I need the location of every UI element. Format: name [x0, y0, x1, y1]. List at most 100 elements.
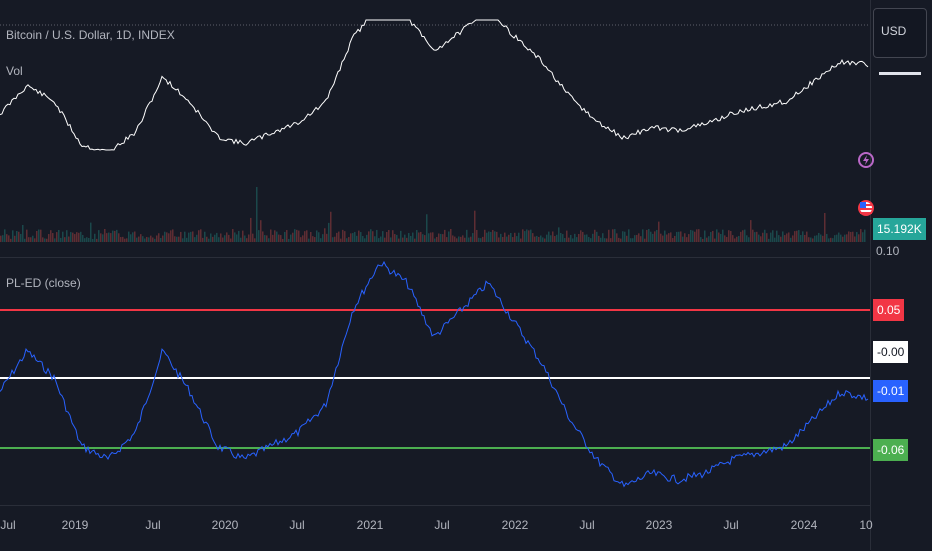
volume-bar	[96, 238, 98, 242]
volume-bar	[566, 230, 568, 242]
volume-bar	[738, 235, 740, 242]
time-tick-label: 2023	[645, 518, 673, 532]
volume-bar	[376, 229, 378, 242]
volume-bar	[580, 230, 582, 242]
volume-bar	[116, 229, 118, 242]
time-tick-label: Jul	[434, 518, 450, 532]
volume-bar	[668, 233, 670, 242]
volume-bar	[640, 236, 642, 242]
oscillator-chart[interactable]	[0, 258, 870, 505]
volume-bar	[782, 231, 784, 242]
volume-bar	[10, 238, 12, 242]
volume-bar	[218, 237, 220, 242]
volume-bar	[230, 238, 232, 242]
volume-bar	[296, 229, 298, 242]
volume-bar	[680, 231, 682, 242]
volume-bar	[106, 233, 108, 242]
volume-bar	[528, 230, 530, 242]
volume-bar	[324, 228, 326, 242]
volume-bar	[340, 238, 342, 242]
volume-bar	[216, 232, 218, 242]
volume-bar	[846, 234, 848, 242]
volume-bar	[356, 235, 358, 242]
volume-bar	[72, 232, 74, 242]
volume-bar	[150, 235, 152, 242]
volume-bar	[52, 233, 54, 242]
volume-bar	[372, 231, 374, 242]
us-flag-icon[interactable]	[858, 200, 874, 216]
volume-bar	[790, 237, 792, 242]
volume-bar	[644, 238, 646, 242]
volume-bar	[698, 229, 700, 242]
volume-value-tag: 15.192K	[873, 218, 926, 240]
volume-bar	[574, 233, 576, 242]
lightning-icon[interactable]	[858, 152, 874, 168]
volume-bar	[144, 238, 146, 242]
volume-bar	[610, 238, 612, 242]
volume-chart	[0, 187, 866, 242]
volume-bar	[540, 235, 542, 242]
volume-bar	[388, 229, 390, 242]
volume-bar	[236, 234, 238, 242]
volume-bar	[596, 231, 598, 242]
price-axis[interactable]	[870, 0, 932, 550]
volume-bar	[252, 233, 254, 242]
volume-bar	[414, 238, 416, 242]
volume-bar	[660, 233, 662, 242]
volume-bar	[290, 234, 292, 242]
volume-bar	[164, 231, 166, 242]
volume-bar	[696, 229, 698, 242]
volume-bar	[828, 238, 830, 242]
volume-bar	[822, 235, 824, 242]
price-series-line	[0, 19, 869, 151]
volume-bar	[568, 237, 570, 242]
time-axis[interactable]: Jul 2019 Jul 2020 Jul 2021 Jul 2022 Jul 2023 Jul 20…	[0, 505, 873, 551]
volume-bar	[650, 231, 652, 242]
currency-underline	[879, 72, 921, 75]
symbol-title: Bitcoin / U.S. Dollar, 1D, INDEX	[6, 28, 175, 42]
price-chart[interactable]	[0, 0, 870, 180]
volume-bar	[258, 230, 260, 242]
volume-bar	[430, 232, 432, 242]
volume-bar	[656, 229, 658, 242]
time-tick-label: Jul	[145, 518, 161, 532]
volume-bar	[8, 235, 10, 242]
volume-bar	[50, 230, 52, 242]
volume-bar	[464, 237, 466, 242]
volume-bar	[500, 233, 502, 242]
volume-bar	[490, 231, 492, 242]
volume-bar	[266, 235, 268, 242]
volume-bar	[20, 233, 22, 242]
volume-bar	[724, 235, 726, 242]
volume-bar	[582, 231, 584, 242]
volume-bar	[108, 232, 110, 242]
volume-bar	[606, 238, 608, 242]
volume-bar	[212, 236, 214, 242]
volume-bar	[224, 235, 226, 242]
volume-bar	[234, 232, 236, 242]
volume-bar	[100, 233, 102, 242]
volume-bar	[478, 237, 480, 242]
pane-separator[interactable]	[0, 257, 870, 258]
volume-bar	[172, 229, 174, 242]
volume-bar	[800, 235, 802, 242]
volume-bar	[114, 230, 116, 242]
volume-bar	[408, 233, 410, 242]
volume-bar	[664, 230, 666, 242]
volume-bar	[336, 232, 338, 242]
time-tick-label: 2020	[211, 518, 239, 532]
volume-bar	[612, 229, 614, 242]
volume-bar	[776, 230, 778, 242]
oscillator-series-line	[0, 260, 869, 488]
currency-button[interactable]: USD	[873, 8, 927, 58]
volume-bar	[570, 234, 572, 242]
volume-bar	[342, 229, 344, 242]
volume-bar	[14, 235, 16, 242]
volume-bar	[766, 233, 768, 242]
volume-bar	[762, 232, 764, 242]
volume-bar	[32, 235, 34, 242]
volume-bar	[158, 233, 160, 242]
volume-bar	[412, 232, 414, 242]
volume-bar	[454, 236, 456, 242]
volume-bar	[176, 236, 178, 242]
